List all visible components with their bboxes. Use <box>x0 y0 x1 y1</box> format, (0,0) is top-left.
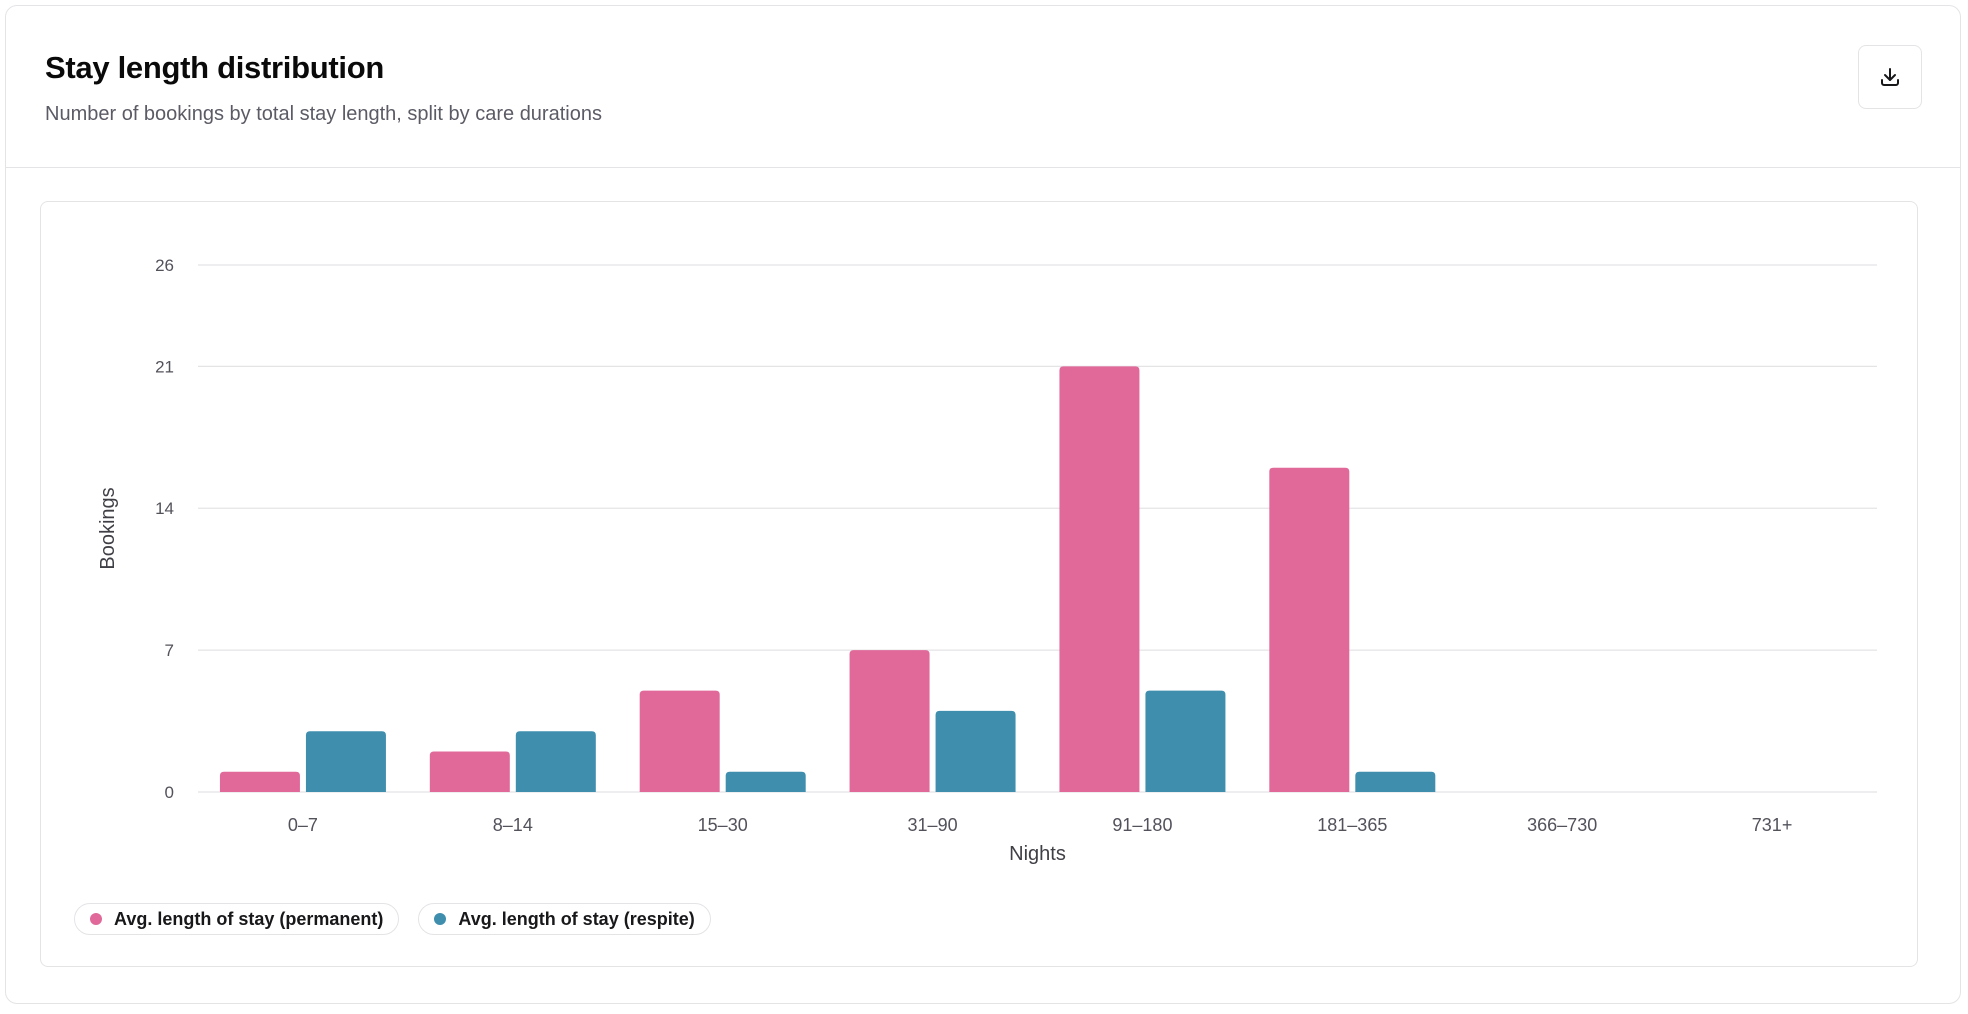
y-tick-label: 26 <box>155 256 174 275</box>
legend-item-permanent[interactable]: Avg. length of stay (permanent) <box>74 903 400 935</box>
bar-respite <box>515 731 596 792</box>
chart-panel: 0 7 14 21 26 Bookings 0–7 8–14 15–30 31–90 91–180 1… <box>40 201 1918 967</box>
bar-respite <box>725 771 806 792</box>
bar-respite <box>305 731 386 792</box>
bar-permanent <box>849 650 930 792</box>
bar-permanent <box>639 690 720 792</box>
legend-label-permanent: Avg. length of stay (permanent) <box>114 908 384 929</box>
x-tick-label: 0–7 <box>288 815 318 835</box>
y-tick-label: 21 <box>155 357 174 376</box>
download-icon <box>1881 68 1899 86</box>
card-header: Stay length distribution Number of booki… <box>6 6 1960 168</box>
bar-permanent <box>429 751 510 792</box>
x-axis-label: Nights <box>1009 843 1066 865</box>
bar-respite <box>935 710 1016 792</box>
download-button[interactable] <box>1858 45 1922 109</box>
y-tick-label: 14 <box>155 499 174 518</box>
page-title: Stay length distribution <box>45 50 384 85</box>
legend-label-respite: Avg. length of stay (respite) <box>458 908 695 929</box>
legend-swatch-respite <box>434 913 447 925</box>
chart-legend: Avg. length of stay (permanent) Avg. len… <box>74 903 711 935</box>
bar-respite <box>1145 690 1226 792</box>
x-tick-label: 91–180 <box>1112 815 1172 835</box>
x-tick-label: 8–14 <box>493 815 533 835</box>
bar-permanent <box>1269 467 1350 792</box>
legend-item-respite[interactable]: Avg. length of stay (respite) <box>418 903 711 935</box>
x-tick-label: 731+ <box>1752 815 1793 835</box>
page-subtitle: Number of bookings by total stay length,… <box>45 103 602 125</box>
bar-permanent <box>219 771 300 792</box>
x-tick-label: 366–730 <box>1527 815 1597 835</box>
bar-respite <box>1355 771 1436 792</box>
bar-chart: 0 7 14 21 26 Bookings 0–7 8–14 15–30 31–90 91–180 1… <box>97 256 1877 865</box>
x-tick-label: 31–90 <box>908 815 958 835</box>
y-axis-label: Bookings <box>97 487 119 569</box>
x-tick-label: 15–30 <box>698 815 748 835</box>
bar-permanent <box>1059 366 1140 792</box>
y-tick-label: 0 <box>165 783 174 802</box>
legend-swatch-permanent <box>90 913 102 925</box>
y-tick-label: 7 <box>165 641 174 660</box>
x-tick-label: 181–365 <box>1317 815 1387 835</box>
